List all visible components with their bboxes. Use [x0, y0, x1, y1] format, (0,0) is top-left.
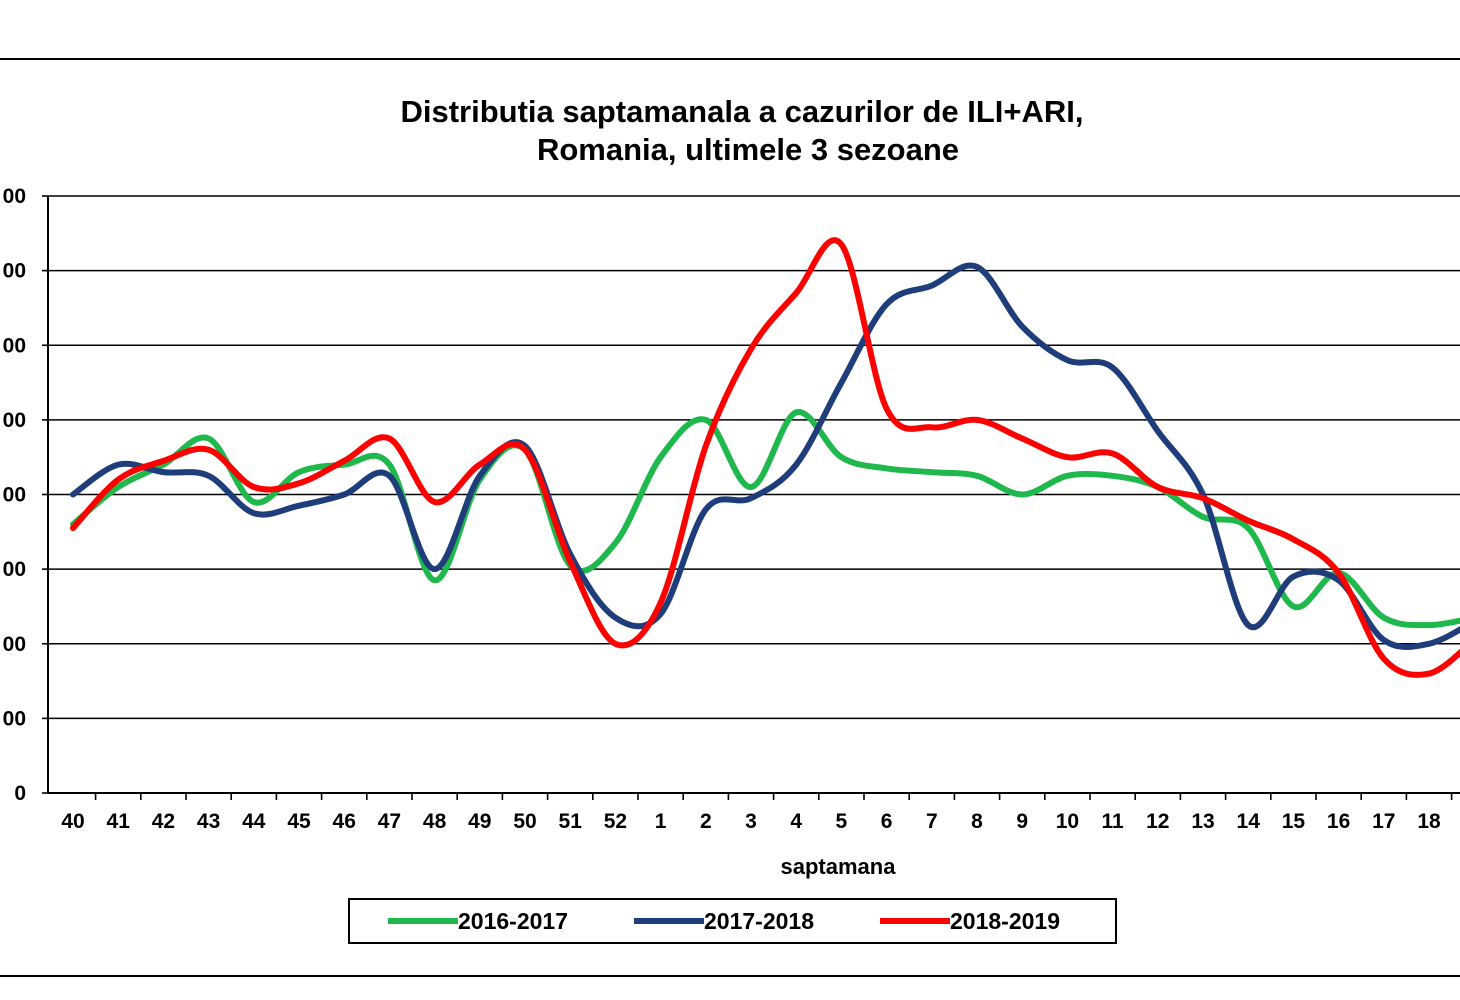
x-tick-label: 48: [423, 810, 447, 833]
x-tick-label: 12: [1146, 810, 1169, 833]
y-tick-label: 00: [3, 558, 26, 581]
series-line-2018-2019: [70, 237, 1460, 678]
x-tick-label: 1: [655, 810, 667, 833]
x-tick-label: 45: [287, 810, 311, 833]
legend: 2016-2017 2017-2018 2018-2019: [348, 898, 1117, 944]
axes: [42, 195, 1460, 800]
x-tick-label: 9: [1016, 810, 1028, 833]
chart-title-line-2: Romania, ultimele 3 sezoane: [537, 132, 959, 167]
x-tick-label: 18: [1417, 810, 1441, 833]
y-tick-label: 0: [14, 782, 26, 805]
x-tick-label: 40: [61, 810, 84, 833]
x-tick-label: 50: [513, 810, 536, 833]
y-tick-label: 00: [3, 633, 26, 656]
y-tick-label: 00: [3, 185, 26, 208]
x-tick-label: 6: [881, 810, 893, 833]
x-tick-labels: 40 41 42 43 44 45 46 47 48 49 50 51 52 1 2 3 4 5 6 7 8 9 10 11 1…: [61, 810, 1441, 833]
x-tick-label: 8: [971, 810, 983, 833]
y-tick-label: 00: [3, 707, 26, 730]
x-tick-label: 51: [559, 810, 583, 833]
x-tick-label: 4: [790, 810, 802, 833]
x-tick-label: 14: [1237, 810, 1261, 833]
chart-title-line-1: Distributia saptamanala a cazurilor de I…: [400, 94, 1083, 129]
y-tick-label: 00: [3, 334, 26, 357]
x-tick-label: 10: [1056, 810, 1079, 833]
x-tick-label: 11: [1101, 810, 1124, 833]
series-lines: [70, 237, 1460, 678]
series-line-2017-2018: [70, 262, 1460, 651]
x-tick-label: 41: [107, 810, 131, 833]
x-tick-label: 52: [604, 810, 627, 833]
y-tick-label: 00: [3, 260, 26, 283]
x-tick-label: 2: [700, 810, 712, 833]
legend-label-2017-2018: 2017-2018: [704, 908, 814, 934]
x-axis-label: saptamana: [781, 854, 897, 879]
x-tick-label: 49: [468, 810, 491, 833]
x-tick-label: 16: [1327, 810, 1350, 833]
x-tick-label: 47: [378, 810, 401, 833]
series-line-2016-2017: [70, 409, 1460, 629]
frame-bottom-rule: [0, 975, 1460, 977]
x-tick-label: 3: [745, 810, 757, 833]
frame-top-rule: [0, 58, 1460, 60]
x-tick-label: 13: [1191, 810, 1214, 833]
x-tick-label: 5: [836, 810, 848, 833]
x-tick-label: 17: [1372, 810, 1395, 833]
x-tick-label: 44: [242, 810, 266, 833]
x-tick-label: 46: [333, 810, 356, 833]
y-tick-label: 00: [3, 484, 26, 507]
x-tick-label: 15: [1282, 810, 1306, 833]
grid-lines: [48, 195, 1460, 720]
x-tick-label: 7: [926, 810, 938, 833]
legend-label-2016-2017: 2016-2017: [458, 908, 568, 934]
y-tick-label: 00: [3, 409, 26, 432]
legend-label-2018-2019: 2018-2019: [950, 908, 1060, 934]
legend-box: [348, 898, 1117, 944]
x-tick-label: 42: [152, 810, 175, 833]
x-tick-label: 43: [197, 810, 220, 833]
